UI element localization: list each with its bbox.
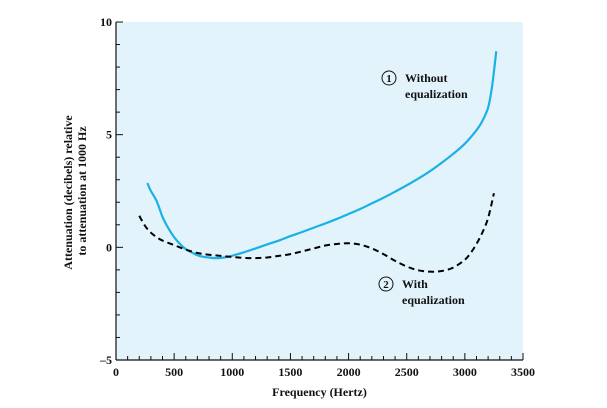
annotation-marker-number-2: 2 xyxy=(383,279,389,291)
x-tick-label: 2500 xyxy=(395,365,419,379)
annotation-marker-number-1: 1 xyxy=(386,73,392,85)
x-tick-label: 3500 xyxy=(511,365,535,379)
plot-background xyxy=(116,22,523,360)
x-tick-label: 1500 xyxy=(278,365,302,379)
x-tick-label: 0 xyxy=(113,365,119,379)
annotation-label-2-line-1: With xyxy=(402,277,428,291)
annotation-with-equalization: 2 With equalization xyxy=(378,276,465,307)
series-line-without-equalization xyxy=(146,51,498,260)
y-axis-title-line-2: to attenuation at 1000 Hz xyxy=(75,126,89,256)
annotation-label-1-line-2: equalization xyxy=(405,87,468,101)
series-line-with-equalization xyxy=(138,193,495,273)
x-tick-label: 1000 xyxy=(220,365,244,379)
y-tick-label: 5 xyxy=(106,128,112,142)
y-axis-title: Attenuation (decibels) relative to atten… xyxy=(61,112,89,269)
y-tick-label: 10 xyxy=(100,15,112,29)
series-layer xyxy=(138,51,498,273)
annotation-label-1-line-1: Without xyxy=(405,71,447,85)
axes xyxy=(115,22,523,361)
annotation-marker-circle-2 xyxy=(378,276,394,292)
annotation-without-equalization: 1 Without equalization xyxy=(381,70,468,101)
axis-ticks xyxy=(115,21,524,361)
x-axis-title: Frequency (Hertz) xyxy=(272,385,367,399)
x-tick-label: 500 xyxy=(165,365,183,379)
annotation-label-2-line-2: equalization xyxy=(402,293,465,307)
x-tick-label: 2000 xyxy=(337,365,361,379)
annotation-marker-circle-1 xyxy=(381,70,397,86)
y-tick-label: 0 xyxy=(106,240,112,254)
y-tick-label: –5 xyxy=(99,353,112,367)
x-tick-label: 3000 xyxy=(453,365,477,379)
y-axis-title-line-1: Attenuation (decibels) relative xyxy=(61,115,75,270)
